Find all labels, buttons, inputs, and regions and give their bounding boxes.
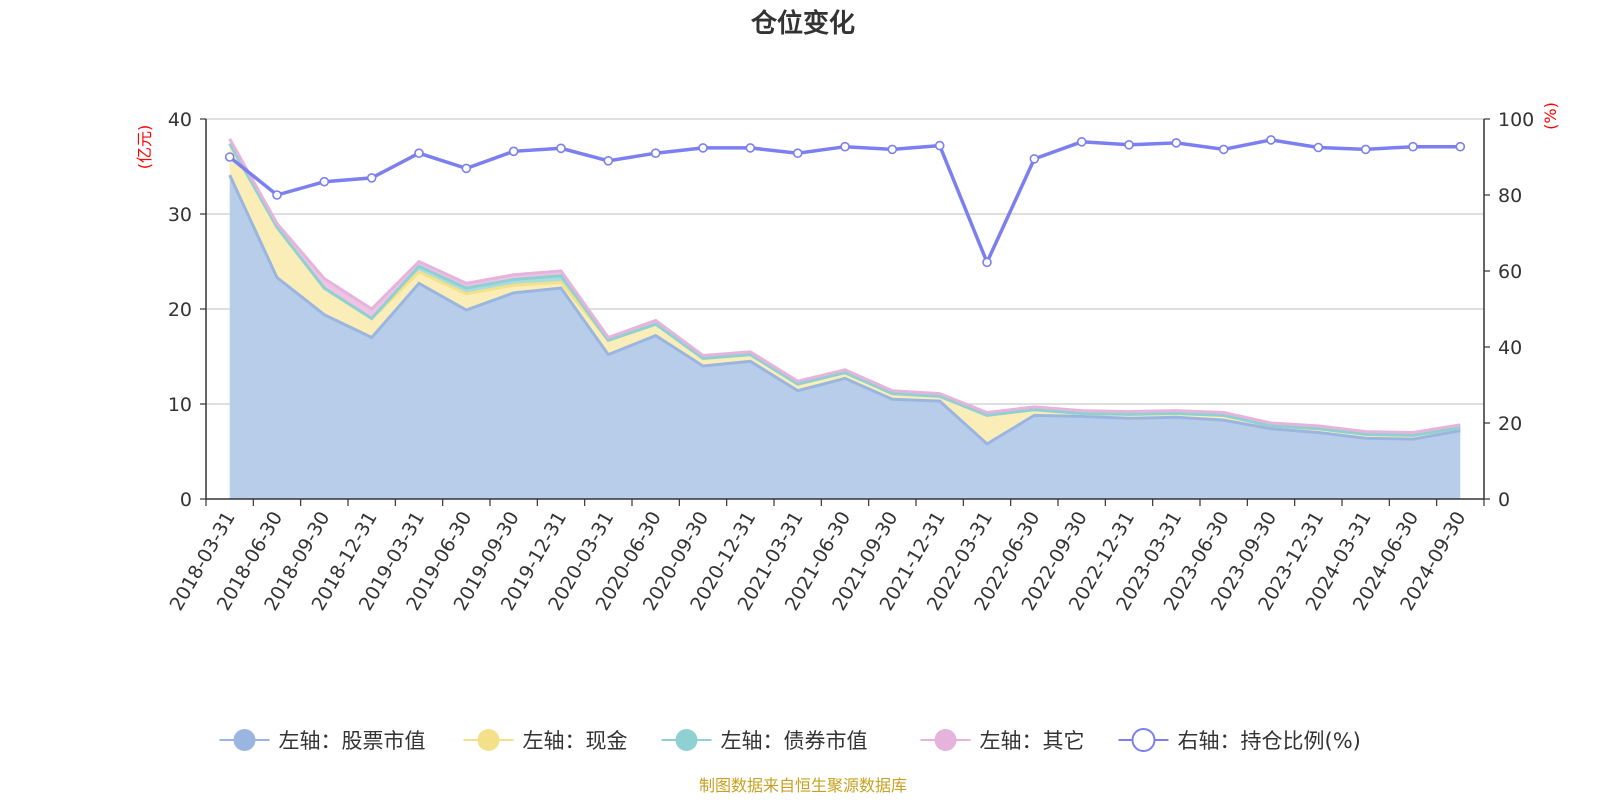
legend-label: 右轴：持仓比例(%) [1178, 729, 1361, 753]
series-point [224, 152, 235, 162]
series-point [792, 148, 803, 158]
chart-title: 仓位变化 [750, 8, 855, 39]
legend-item-1: 左轴：现金 [463, 729, 628, 753]
right-axis-tick-label: 0 [1498, 489, 1510, 511]
right-axis-tick-label: 100 [1498, 109, 1534, 131]
legend-item-4: 右轴：持仓比例(%) [1118, 728, 1361, 753]
area-edge-0 [228, 174, 1461, 446]
series-point [1218, 144, 1229, 155]
series-point [1313, 142, 1324, 153]
left-axis-unit: (亿元) [135, 125, 154, 170]
series-point [887, 144, 898, 155]
series-point [556, 143, 566, 154]
left-axis-tick-label: 20 [168, 299, 192, 321]
legend-item-3: 左轴：其它 [920, 729, 1085, 753]
series-point [508, 146, 519, 157]
series-point [840, 141, 850, 152]
series-point [272, 190, 282, 200]
right-axis-unit: (%) [1541, 102, 1560, 130]
area-edge-3 [228, 138, 1461, 435]
legend-swatch-marker [1131, 728, 1156, 752]
area-0 [229, 175, 1461, 499]
legend-label: 左轴：股票市值 [279, 729, 426, 753]
series-point [1029, 154, 1040, 164]
series-point [1124, 140, 1134, 150]
left-axis-tick-label: 40 [168, 109, 192, 131]
legend-label: 左轴：其它 [980, 729, 1085, 753]
series-point [1266, 135, 1276, 145]
series-point [461, 163, 472, 174]
series-point [319, 176, 330, 187]
legend-swatch-marker [477, 729, 500, 751]
legend: 左轴：股票市值 左轴：现金 左轴：债券市值 左轴：其它 右轴：持仓比例(%) [219, 728, 1361, 753]
legend-swatch-marker [675, 729, 698, 751]
series-point [934, 140, 945, 151]
series-point [366, 173, 377, 183]
series-point [982, 257, 992, 268]
legend-label: 左轴：债券市值 [721, 729, 868, 753]
left-axis-tick-label: 10 [168, 394, 192, 416]
line-series [224, 135, 1466, 268]
series-point [1408, 141, 1418, 152]
right-axis-tick-label: 20 [1498, 413, 1522, 435]
left-axis-tick-label: 30 [168, 204, 192, 226]
area-edge-2 [228, 142, 1461, 437]
area-2 [229, 143, 1461, 436]
legend-item-2: 左轴：债券市值 [661, 729, 868, 753]
area-series [228, 138, 1461, 499]
series-point [650, 148, 661, 158]
series-point [1076, 137, 1087, 147]
series-point [698, 143, 708, 153]
area-1 [229, 143, 1461, 444]
series-point [414, 148, 424, 158]
series-point [1171, 138, 1182, 148]
series-point [1455, 141, 1466, 152]
right-axis-tick-label: 40 [1498, 337, 1522, 359]
source-note: 制图数据来自恒生聚源数据库 [699, 776, 907, 795]
left-axis-tick-label: 0 [180, 489, 192, 511]
right-axis-tick-label: 80 [1498, 185, 1522, 207]
series-point [1360, 144, 1371, 155]
series-point [745, 143, 756, 153]
legend-label: 左轴：现金 [523, 729, 628, 753]
series-line-4 [228, 138, 1461, 267]
series-point [603, 156, 614, 166]
legend-item-0: 左轴：股票市值 [219, 729, 426, 753]
legend-swatch-marker [233, 729, 256, 751]
legend-swatch-marker [934, 729, 957, 751]
right-axis-tick-label: 60 [1498, 261, 1522, 283]
